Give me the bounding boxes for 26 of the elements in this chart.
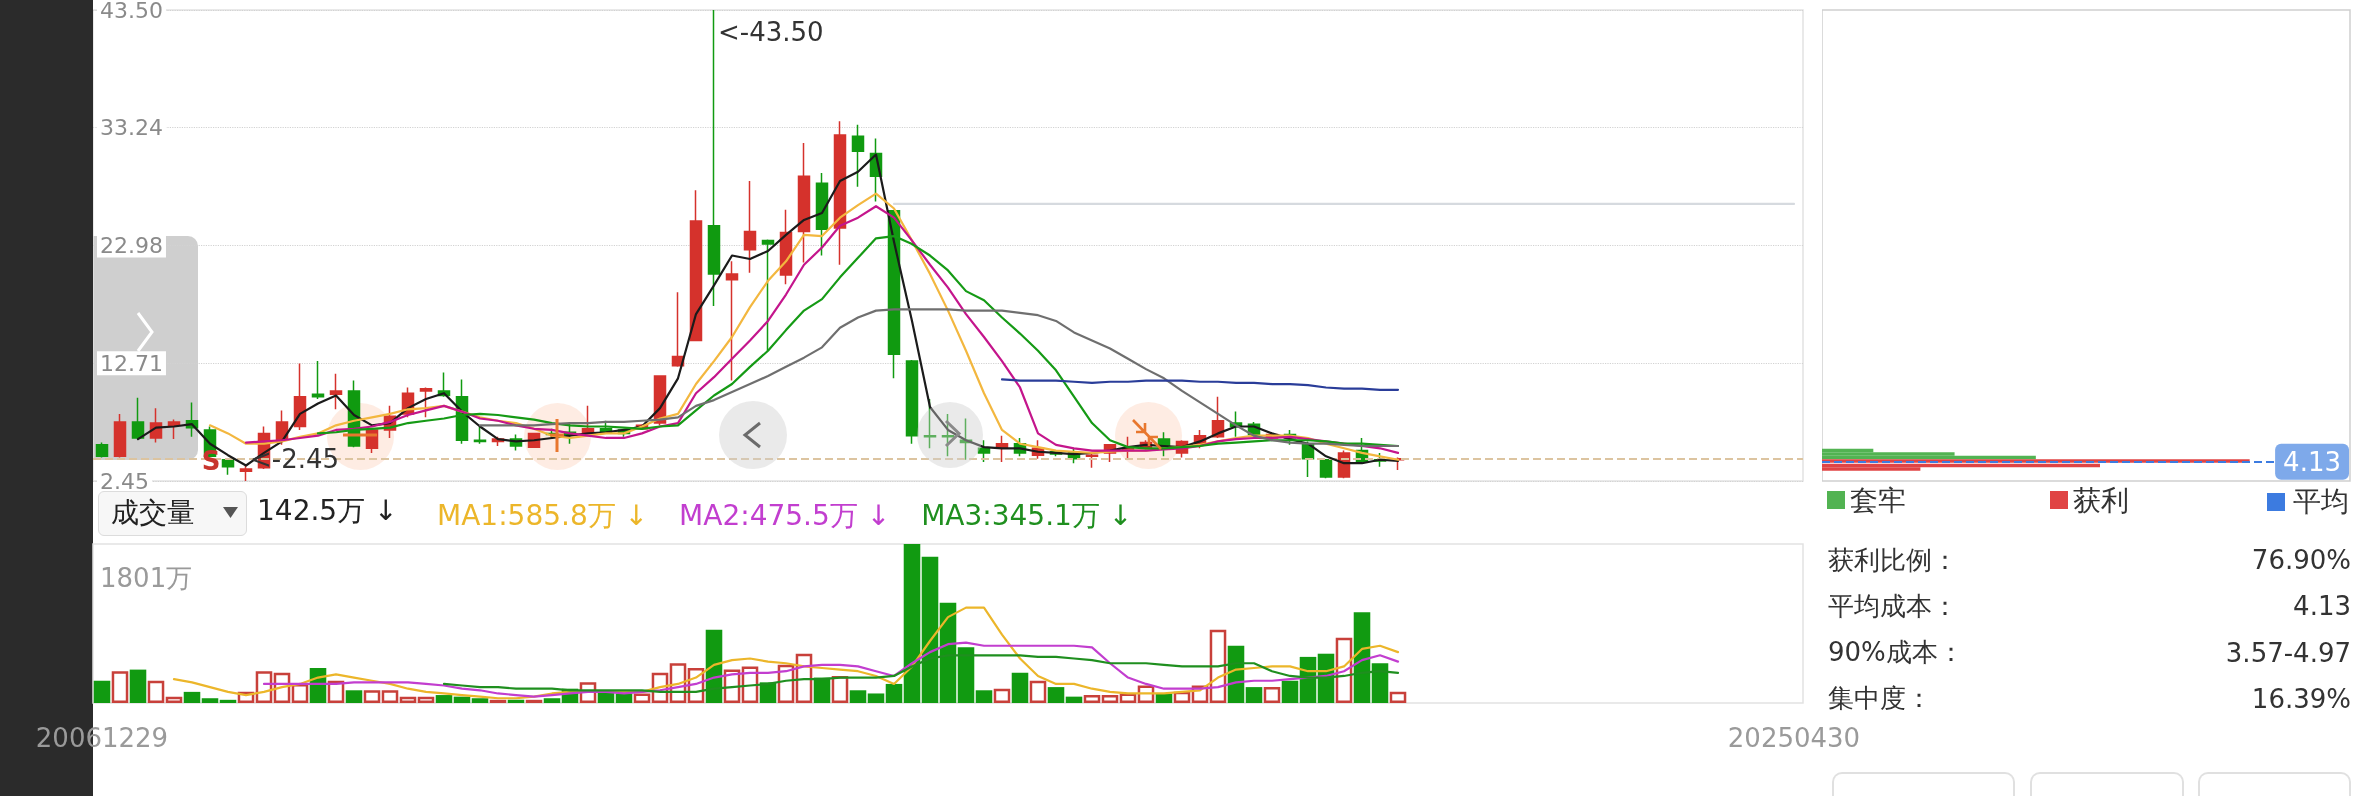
text: MA1:585.8万 ↓ (437, 498, 649, 532)
text: 16.39% (2251, 683, 2351, 714)
text: 90%成本： (1828, 636, 1964, 670)
text: 4.13 (2293, 591, 2351, 622)
text: 平均成本： (1828, 589, 1958, 623)
annotation: 1801万 (100, 563, 193, 595)
text: 76.90% (2251, 545, 2351, 575)
dropdown: 成交量 (98, 491, 247, 536)
text: MA3:345.1万 ↓ (921, 498, 1133, 532)
text: 3.57-4.97 (2225, 637, 2351, 668)
chart-title: 成交量 (111, 495, 195, 531)
text: MA2:475.5万 ↓ (679, 498, 891, 532)
y-tick-label: 12.71 (100, 350, 163, 376)
x-tick-label: 20250430 (1727, 723, 1861, 753)
y-tick-label: 2.45 (100, 468, 149, 494)
legend-label: 套牢 (1850, 483, 1906, 517)
ref-line-label: 4.13 (2283, 446, 2341, 477)
annotation: <-43.50 (718, 17, 824, 49)
legend-label: 获利 (2073, 483, 2129, 517)
y-tick-label: 33.24 (100, 115, 163, 141)
text: 集中度： (1828, 682, 1932, 716)
text: 获利比例： (1828, 543, 1958, 577)
y-tick-label: 43.50 (100, 0, 163, 23)
text: 平均 (2293, 485, 2349, 519)
text: 142.5万 ↓ (257, 494, 398, 528)
y-tick-label: 22.98 (100, 232, 163, 258)
